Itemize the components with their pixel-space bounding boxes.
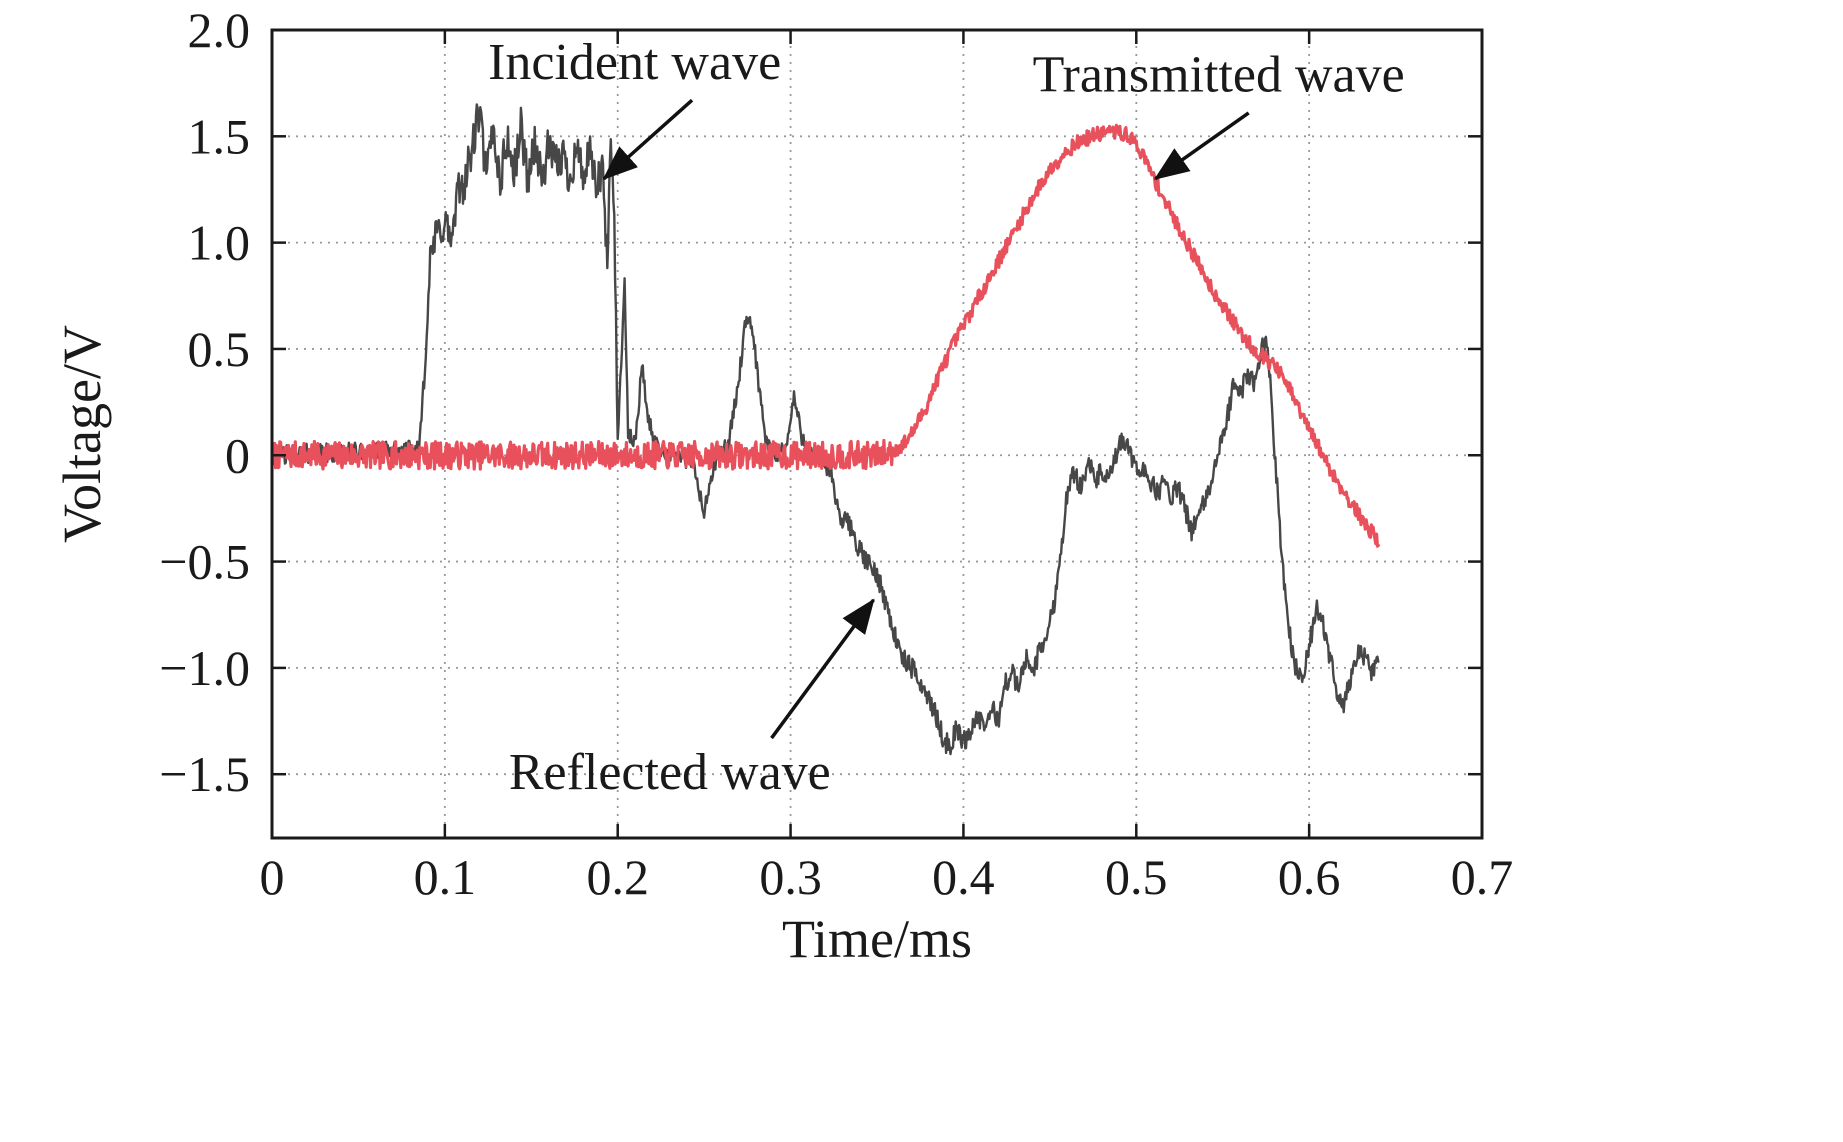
y-tick-label: −1.5 [159, 746, 250, 802]
y-tick-label: 1.5 [188, 108, 251, 164]
x-tick-label: 0 [260, 849, 285, 905]
x-tick-label: 0.3 [759, 849, 822, 905]
x-tick-label: 0.6 [1278, 849, 1341, 905]
y-tick-label: 1.0 [188, 215, 251, 271]
annotation-label-incident-wave: Incident wave [488, 34, 781, 91]
annotation-label-reflected-wave: Reflected wave [509, 744, 831, 801]
y-tick-label: −0.5 [159, 534, 250, 590]
y-axis-label: Voltage/V [52, 325, 112, 543]
series-incident-reflected-wave [270, 103, 1380, 756]
y-tick-label: 0 [225, 427, 250, 483]
series-transmitted-wave [270, 123, 1380, 548]
x-tick-label: 0.1 [414, 849, 477, 905]
x-tick-label: 0.5 [1105, 849, 1168, 905]
x-tick-label: 0.2 [586, 849, 649, 905]
y-tick-label: 0.5 [188, 321, 251, 377]
annotation-label-transmitted-wave: Transmitted wave [1033, 47, 1405, 104]
plot-frame [270, 28, 1484, 840]
annotation-arrow-incident-wave [602, 98, 694, 181]
x-tick-label: 0.4 [932, 849, 995, 905]
annotation-arrow-transmitted-wave [1153, 111, 1250, 181]
x-axis-label: Time/ms [781, 909, 973, 969]
x-tick-label: 0.7 [1451, 849, 1514, 905]
y-tick-label: −1.0 [159, 640, 250, 696]
annotation-arrow-reflected-wave [770, 598, 875, 740]
y-tick-label: 2.0 [188, 2, 251, 58]
